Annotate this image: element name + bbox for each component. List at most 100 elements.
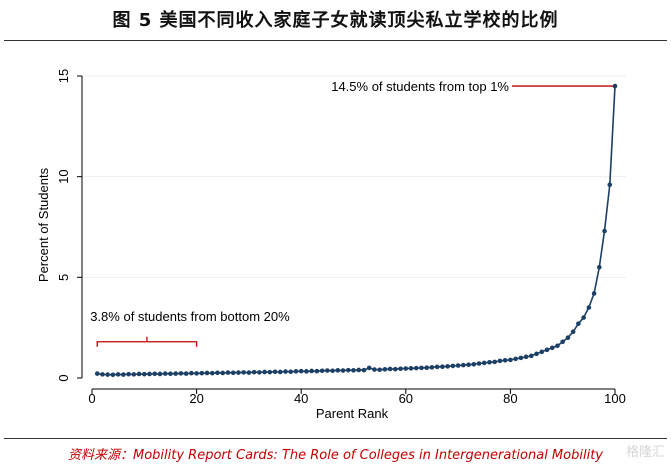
data-point [534,351,539,357]
y-tick-label: 15 [56,69,71,83]
data-point [565,335,571,341]
data-point [246,370,252,375]
data-point [147,371,152,377]
data-point [293,369,299,374]
data-point [403,366,409,371]
data-point [612,83,618,89]
data-point [325,368,330,373]
data-point [372,367,377,372]
data-point [502,357,508,363]
annotation-top-text: 14.5% of students from top 1% [331,79,509,94]
data-point [251,369,257,375]
data-point [209,370,215,376]
data-point [351,368,356,373]
y-tick-label: 0 [56,374,71,381]
data-point [335,368,341,373]
x-tick-label: 0 [88,391,95,406]
data-point [330,368,335,374]
data-point [455,363,461,368]
data-point [398,366,403,372]
data-point [419,365,424,371]
data-point [220,370,226,376]
title-rule [4,40,667,41]
data-point [225,370,231,375]
data-point [424,365,430,371]
data-point [508,357,513,363]
data-point [366,365,372,371]
data-point [361,367,367,373]
data-point [445,364,450,369]
data-point [607,182,613,188]
data-point [408,366,414,371]
data-point [434,364,440,370]
data-point [440,364,445,370]
data-point [461,362,466,368]
data-point [288,369,294,375]
data-point [194,371,199,376]
data-point [267,369,273,375]
data-point [152,371,158,377]
data-point [570,329,576,334]
data-point [100,372,105,377]
data-point [591,291,597,296]
source-rule [4,438,667,439]
data-point [236,370,241,375]
data-point [115,372,121,377]
data-point [272,369,278,375]
y-tick-label: 10 [56,169,71,183]
data-point [450,363,456,369]
series-line [97,86,616,376]
data-point [241,370,246,375]
data-point [581,315,586,320]
data-point [340,368,346,373]
data-point [476,361,482,366]
data-point [121,372,126,377]
axes: 0 5 10 15 0 20 40 60 80 100 Parent Rank Percent of … [36,69,626,421]
annotation-bottom-bracket [96,336,198,347]
data-point [157,371,163,377]
data-point [314,368,320,374]
source-note: 资料来源：Mobility Report Cards: The Role of … [68,448,603,463]
data-point [487,359,492,365]
data-point [555,343,560,349]
data-point [602,228,607,234]
data-point [110,372,116,378]
data-point [387,366,393,372]
data-point [429,365,435,370]
data-point [189,370,194,376]
x-tick-label: 60 [399,391,413,406]
data-point [481,360,487,366]
x-tick-label: 40 [294,391,308,406]
annotations: 14.5% of students from top 1% 3.8% of stu… [90,79,613,347]
data-point [230,370,236,376]
data-point [94,371,100,376]
x-axis-title: Parent Rank [316,406,389,421]
data-point [262,369,267,375]
y-tick-label: 5 [56,274,71,281]
data-point [377,367,382,373]
data-point [586,305,592,310]
data-point [523,354,529,360]
data-point [277,369,283,375]
data-point [142,371,147,377]
series-points [94,83,618,378]
data-point [304,369,309,374]
series-line-path [97,86,616,376]
data-point [544,347,550,353]
figure-title: 图 5 美国不同收入家庭子女就读顶尖私立学校的比例 [112,10,559,31]
x-tick-label: 80 [503,391,517,406]
data-point [393,366,398,372]
watermark: 格隆汇 [625,445,665,460]
data-point [136,371,142,377]
data-point [105,372,110,377]
data-point [597,264,602,270]
data-point [560,339,565,345]
data-point [345,367,351,373]
data-point [162,371,168,376]
data-point [492,359,498,365]
data-point [183,371,189,376]
data-point [466,362,471,368]
y-axis-title: Percent of Students [36,167,51,282]
x-tick-label: 100 [604,391,626,406]
data-point [257,370,262,375]
